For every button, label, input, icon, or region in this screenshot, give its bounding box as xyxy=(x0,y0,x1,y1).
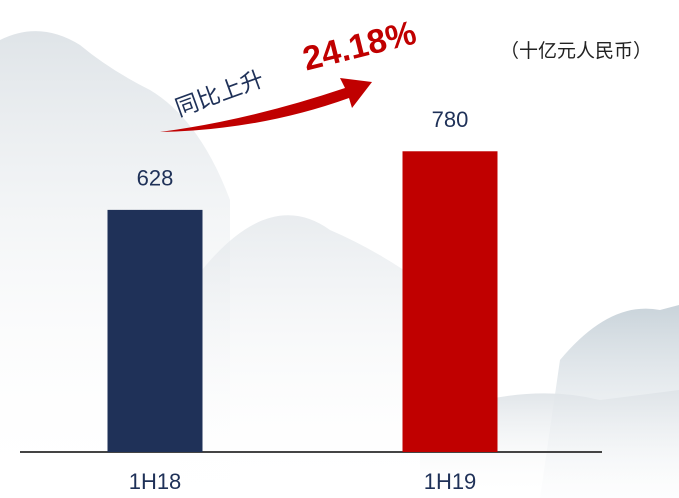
value-label: 780 xyxy=(432,107,469,132)
x-tick-label: 1H19 xyxy=(424,469,477,494)
value-label: 628 xyxy=(137,166,174,191)
bar xyxy=(402,151,498,453)
growth-arrow xyxy=(160,78,372,132)
x-tick-label: 1H18 xyxy=(129,469,182,494)
unit-label: （十亿元人民币） xyxy=(500,40,652,62)
bar xyxy=(107,209,203,452)
